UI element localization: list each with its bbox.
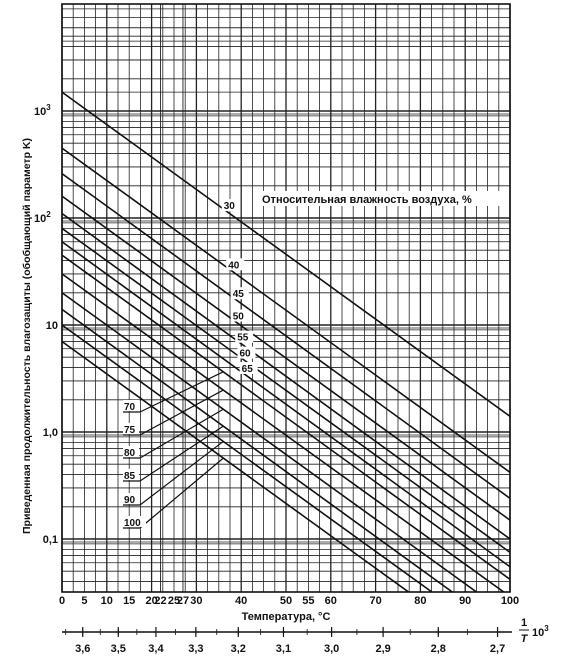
y-tick-label: 0,1 — [43, 534, 58, 546]
series-label-bg — [226, 258, 245, 271]
x-tick-label: 0 — [59, 595, 65, 607]
secondary-axis-label: T — [521, 633, 529, 645]
secondary-axis-label: 103 — [532, 624, 549, 639]
series-line-70 — [62, 254, 510, 580]
series-label-50: 50 — [233, 312, 245, 323]
secondary-tick-label: 2,8 — [431, 643, 446, 655]
series-label-bg — [235, 330, 254, 343]
series-line-40 — [62, 147, 510, 473]
series-line-100 — [62, 340, 410, 592]
leader-line — [139, 425, 224, 482]
secondary-tick-label: 3,6 — [75, 643, 90, 655]
series-line-30 — [62, 91, 510, 418]
series-line-90 — [62, 324, 434, 592]
leader-line — [139, 457, 224, 529]
x-tick-label: 70 — [369, 595, 381, 607]
x-tick-label: 27 — [177, 595, 189, 607]
legend-title: Относительная влажность воздуха, % — [262, 194, 472, 206]
x-tick-label: 60 — [325, 595, 337, 607]
series-label-55: 55 — [237, 333, 249, 344]
label-leaders — [123, 371, 224, 529]
secondary-axis-label: 1 — [521, 617, 527, 629]
series-label-bg — [123, 446, 139, 457]
series-label-90: 90 — [124, 495, 136, 506]
series-label-75: 75 — [124, 425, 136, 436]
x-tick-label: 100 — [501, 595, 519, 607]
series-label-bg — [230, 309, 249, 322]
series-line-55 — [62, 212, 510, 540]
series-line-65 — [62, 241, 510, 568]
x-tick-label: 30 — [190, 595, 202, 607]
series-label-bg — [221, 199, 240, 212]
series-labels: 30 40 45 50 55 60 65 70 75 80 85 90 100 — [123, 191, 504, 529]
series-label-65: 65 — [242, 364, 254, 375]
y-tick-label: 102 — [34, 210, 51, 225]
x-tick-label: 40 — [235, 595, 247, 607]
series-line-75 — [62, 273, 506, 592]
series-label-bg — [230, 287, 249, 300]
y-axis-label: Приведенная продолжительность влагозащит… — [21, 138, 33, 534]
series-label-bg — [237, 346, 256, 359]
series-label-60: 60 — [239, 349, 251, 360]
series-line-80 — [62, 292, 478, 592]
series-label-bg — [123, 423, 139, 434]
series-label-80: 80 — [124, 448, 136, 459]
series-label-30: 30 — [224, 201, 236, 212]
leader-line — [139, 408, 224, 459]
series-label-45: 45 — [233, 289, 245, 300]
x-axis-label: Температура, °C — [242, 611, 331, 623]
leader-line — [139, 440, 224, 506]
y-tick-label: 103 — [34, 103, 51, 118]
series-line-85 — [62, 308, 454, 592]
series-line-45 — [62, 172, 510, 499]
x-tick-label: 10 — [101, 595, 113, 607]
y-tick-labels: 103 102 10 1,0 0,1 — [34, 103, 58, 546]
legend-title-bg — [258, 191, 504, 206]
secondary-tick-label: 2,9 — [375, 643, 390, 655]
y-tick-label: 10 — [46, 320, 58, 332]
secondary-tick-label: 3,2 — [231, 643, 246, 655]
x-tick-label: 50 — [280, 595, 292, 607]
x-tick-label: 55 — [302, 595, 314, 607]
leader-line — [139, 389, 224, 436]
x-tick-label: 5 — [81, 595, 87, 607]
series-label-100: 100 — [124, 518, 141, 529]
series-line-60 — [62, 227, 510, 554]
series-label-bg — [123, 516, 146, 527]
plot-frame — [61, 3, 511, 593]
x-tick-label: 20 — [145, 595, 157, 607]
secondary-tick-label: 2,7 — [490, 643, 505, 655]
series-label-bg — [123, 493, 139, 504]
x-tick-label: 22 — [154, 595, 166, 607]
secondary-tick-label: 3,4 — [148, 643, 164, 655]
secondary-tick-label: 3,5 — [111, 643, 126, 655]
series-label-bg — [123, 400, 139, 411]
x-tick-label: 15 — [123, 595, 135, 607]
x-tick-label: 90 — [459, 595, 471, 607]
series-label-85: 85 — [124, 471, 136, 482]
series-label-bg — [239, 362, 258, 375]
secondary-tick-label: 3,3 — [188, 643, 203, 655]
series-lines — [62, 91, 510, 592]
leader-line — [139, 371, 224, 413]
secondary-tick-label: 3,0 — [324, 643, 339, 655]
secondary-tick-label: 3,1 — [276, 643, 291, 655]
series-label-40: 40 — [228, 260, 240, 271]
secondary-axis: 3,6 3,5 3,4 3,3 3,2 3,1 3,0 2,9 2,8 2,7 1 T 103 — [62, 617, 549, 655]
series-line-50 — [62, 195, 510, 521]
x-tick-label: 25 — [168, 595, 180, 607]
y-tick-label: 1,0 — [43, 427, 58, 439]
x-tick-label: 80 — [414, 595, 426, 607]
series-label-70: 70 — [124, 402, 136, 413]
series-label-bg — [123, 469, 139, 480]
grid — [61, 4, 511, 592]
